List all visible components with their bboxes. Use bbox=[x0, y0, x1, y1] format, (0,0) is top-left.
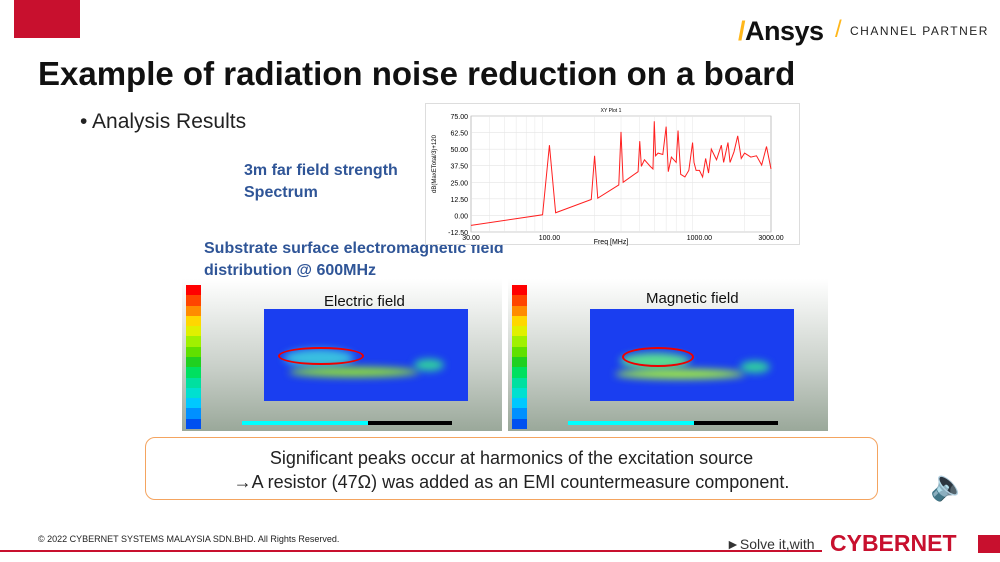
partner-label: CHANNEL PARTNER bbox=[850, 24, 989, 38]
magnetic-field-label: Magnetic field bbox=[646, 290, 739, 307]
y-tick-label: 37.50 bbox=[450, 164, 468, 171]
legend-swatch bbox=[512, 346, 527, 357]
slogan: ►Solve it,with bbox=[726, 536, 815, 552]
x-tick-label: 100.00 bbox=[539, 235, 561, 242]
x-tick-label: 3000.00 bbox=[758, 235, 783, 242]
legend-swatch bbox=[512, 418, 527, 429]
y-tick-label: 0.00 bbox=[454, 213, 468, 220]
spectrum-chart: XY Plot 1 Freq [MHz] dB(MaxETotal/3)+120… bbox=[425, 103, 800, 246]
copyright: © 2022 CYBERNET SYSTEMS MALAYSIA SDN.BHD… bbox=[38, 534, 340, 544]
legend-swatch bbox=[512, 305, 527, 316]
y-axis-label: dB(MaxETotal/3)+120 bbox=[432, 134, 438, 193]
slide-title: Example of radiation noise reduction on … bbox=[38, 55, 796, 92]
legend-swatch bbox=[186, 377, 201, 388]
highlight-ellipse bbox=[278, 347, 364, 365]
ansys-logo: /Ansys bbox=[738, 16, 824, 46]
far-field-label: 3m far field strength Spectrum bbox=[244, 162, 398, 201]
legend-swatch bbox=[186, 295, 201, 306]
color-legend bbox=[186, 285, 201, 429]
legend-swatch bbox=[186, 367, 201, 378]
conclusion-box: Significant peaks occur at harmonics of … bbox=[145, 437, 878, 500]
legend-swatch bbox=[512, 377, 527, 388]
electric-field-image: Electric field bbox=[182, 279, 502, 431]
legend-swatch bbox=[512, 336, 527, 347]
legend-swatch bbox=[186, 398, 201, 409]
x-tick-label: 1000.00 bbox=[687, 235, 712, 242]
legend-swatch bbox=[186, 326, 201, 337]
legend-swatch bbox=[186, 387, 201, 399]
legend-swatch bbox=[186, 408, 201, 419]
y-tick-label: 62.50 bbox=[450, 131, 468, 138]
legend-swatch bbox=[186, 285, 201, 296]
legend-swatch bbox=[186, 418, 201, 429]
legend-swatch bbox=[512, 367, 527, 378]
cybernet-square bbox=[978, 535, 1000, 553]
scale-bar bbox=[568, 421, 778, 425]
y-tick-label: 12.50 bbox=[450, 197, 468, 204]
spectrum-line bbox=[470, 121, 772, 226]
x-axis-label: Freq [MHz] bbox=[594, 239, 629, 246]
legend-swatch bbox=[512, 326, 527, 337]
highlight-ellipse bbox=[622, 347, 694, 367]
speaker-icon[interactable]: 🔈 bbox=[930, 469, 968, 502]
cybernet-logo: CYBERNET bbox=[830, 530, 957, 556]
legend-swatch bbox=[186, 315, 201, 327]
y-tick-label: 25.00 bbox=[450, 180, 468, 187]
legend-swatch bbox=[512, 408, 527, 419]
legend-swatch bbox=[186, 336, 201, 347]
legend-swatch bbox=[186, 356, 201, 368]
magnetic-field-image: Magnetic field bbox=[508, 279, 828, 431]
footer-line bbox=[0, 550, 822, 552]
y-tick-label: 75.00 bbox=[450, 114, 468, 121]
color-legend bbox=[512, 285, 527, 429]
electric-field-label: Electric field bbox=[324, 293, 405, 310]
legend-swatch bbox=[512, 398, 527, 409]
x-tick-label: 30.00 bbox=[462, 235, 480, 242]
legend-swatch bbox=[512, 295, 527, 306]
corner-accent bbox=[14, 0, 80, 38]
legend-swatch bbox=[512, 285, 527, 296]
y-tick-label: -12.50 bbox=[448, 230, 468, 237]
board-heatmap bbox=[264, 309, 468, 401]
board-heatmap bbox=[590, 309, 794, 401]
legend-swatch bbox=[186, 346, 201, 357]
chart-title: XY Plot 1 bbox=[601, 108, 622, 114]
scale-bar bbox=[242, 421, 452, 425]
logo-divider: / bbox=[835, 16, 842, 43]
legend-swatch bbox=[512, 315, 527, 327]
bullet-analysis-results: • Analysis Results bbox=[80, 110, 247, 133]
y-tick-label: 50.00 bbox=[450, 147, 468, 154]
legend-swatch bbox=[186, 305, 201, 316]
spectrum-svg: XY Plot 1 Freq [MHz] dB(MaxETotal/3)+120… bbox=[432, 108, 784, 246]
legend-swatch bbox=[512, 356, 527, 368]
legend-swatch bbox=[512, 387, 527, 399]
